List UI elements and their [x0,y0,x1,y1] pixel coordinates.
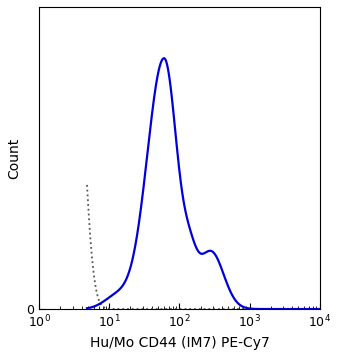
Y-axis label: Count: Count [7,137,21,178]
X-axis label: Hu/Mo CD44 (IM7) PE-Cy7: Hu/Mo CD44 (IM7) PE-Cy7 [90,336,269,350]
